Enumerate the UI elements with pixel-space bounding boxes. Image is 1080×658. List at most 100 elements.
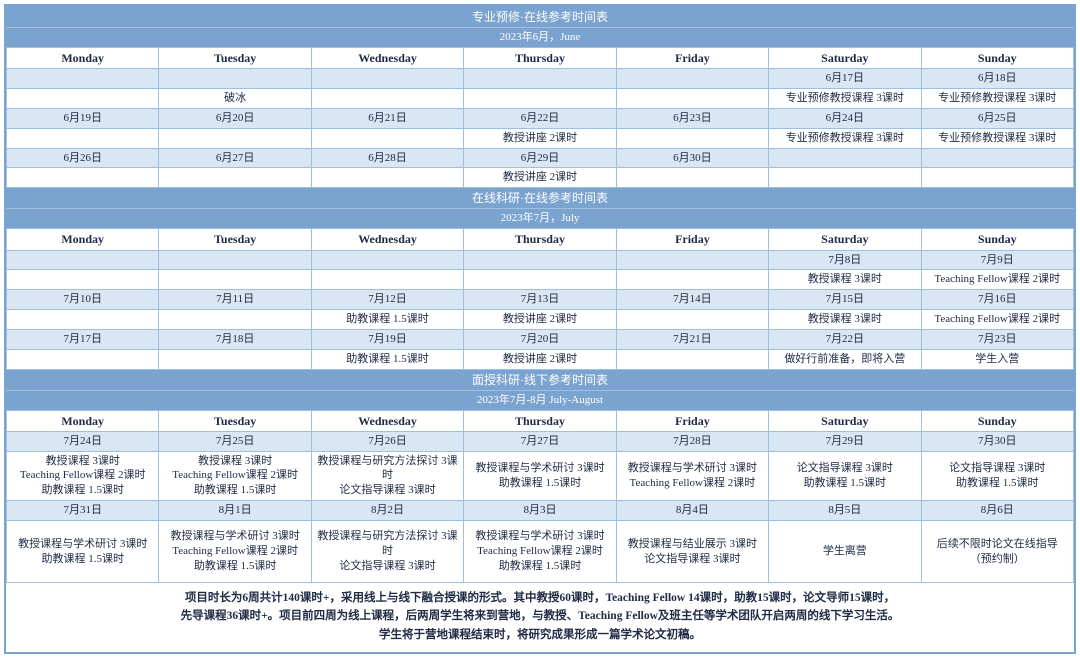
date-cell: 8月5日 xyxy=(769,501,921,521)
content-row: 教授课程 3课时Teaching Fellow课程 2课时 xyxy=(7,270,1074,290)
content-cell: 做好行前准备，即将入营 xyxy=(769,349,921,369)
weekday-header: Tuesday xyxy=(159,48,311,69)
content-cell: 教授讲座 2课时 xyxy=(464,349,616,369)
content-cell xyxy=(311,89,463,109)
weekday-header: Thursday xyxy=(464,48,616,69)
weekday-header: Monday xyxy=(7,229,159,250)
section-subtitle: 2023年7月，July xyxy=(7,209,1074,229)
date-cell: 7月19日 xyxy=(311,329,463,349)
weekday-header: Friday xyxy=(616,229,768,250)
content-cell xyxy=(769,168,921,188)
date-cell: 6月20日 xyxy=(159,108,311,128)
date-row: 7月8日7月9日 xyxy=(7,250,1074,270)
content-cell: 教授课程与研究方法探讨 3课时论文指导课程 3课时 xyxy=(311,521,463,583)
content-cell: 论文指导课程 3课时助教课程 1.5课时 xyxy=(769,451,921,501)
content-cell xyxy=(159,168,311,188)
date-cell: 7月31日 xyxy=(7,501,159,521)
content-cell: 教授课程与结业展示 3课时论文指导课程 3课时 xyxy=(616,521,768,583)
date-cell: 7月25日 xyxy=(159,431,311,451)
date-cell: 8月3日 xyxy=(464,501,616,521)
content-cell: 教授讲座 2课时 xyxy=(464,168,616,188)
date-cell: 8月6日 xyxy=(921,501,1073,521)
date-row: 7月10日7月11日7月12日7月13日7月14日7月15日7月16日 xyxy=(7,290,1074,310)
content-cell: 助教课程 1.5课时 xyxy=(311,349,463,369)
date-cell xyxy=(159,69,311,89)
date-cell xyxy=(769,148,921,168)
date-cell: 6月25日 xyxy=(921,108,1073,128)
content-cell: 教授课程与学术研讨 3课时助教课程 1.5课时 xyxy=(7,521,159,583)
date-cell xyxy=(464,250,616,270)
weekday-header: Saturday xyxy=(769,229,921,250)
section-subtitle: 2023年6月，June xyxy=(7,28,1074,48)
content-cell: Teaching Fellow课程 2课时 xyxy=(921,270,1073,290)
date-row: 7月17日7月18日7月19日7月20日7月21日7月22日7月23日 xyxy=(7,329,1074,349)
content-cell xyxy=(311,168,463,188)
content-cell: 专业预修教授课程 3课时 xyxy=(769,89,921,109)
content-cell xyxy=(7,89,159,109)
weekday-header: Thursday xyxy=(464,410,616,431)
content-cell xyxy=(311,128,463,148)
weekday-header: Friday xyxy=(616,410,768,431)
content-cell xyxy=(7,310,159,330)
date-cell: 7月21日 xyxy=(616,329,768,349)
weekday-header: Wednesday xyxy=(311,48,463,69)
content-row: 教授讲座 2课时专业预修教授课程 3课时专业预修教授课程 3课时 xyxy=(7,128,1074,148)
date-cell: 7月11日 xyxy=(159,290,311,310)
date-cell xyxy=(159,250,311,270)
section-title: 在线科研·在线参考时间表 xyxy=(7,188,1074,209)
weekday-header: Monday xyxy=(7,410,159,431)
date-cell: 7月8日 xyxy=(769,250,921,270)
content-cell xyxy=(464,89,616,109)
date-row: 6月17日6月18日 xyxy=(7,69,1074,89)
date-cell xyxy=(311,250,463,270)
content-cell xyxy=(921,168,1073,188)
weekday-header-row: MondayTuesdayWednesdayThursdayFridaySatu… xyxy=(7,229,1074,250)
content-cell: 教授课程 3课时 xyxy=(769,310,921,330)
content-cell: 教授课程与学术研讨 3课时Teaching Fellow课程 2课时 xyxy=(616,451,768,501)
date-cell: 6月26日 xyxy=(7,148,159,168)
content-cell: 破冰 xyxy=(159,89,311,109)
date-cell: 7月18日 xyxy=(159,329,311,349)
weekday-header: Saturday xyxy=(769,48,921,69)
date-cell xyxy=(616,69,768,89)
content-cell xyxy=(7,270,159,290)
weekday-header: Thursday xyxy=(464,229,616,250)
content-cell xyxy=(616,128,768,148)
content-cell: 学生入营 xyxy=(921,349,1073,369)
date-row: 7月24日7月25日7月26日7月27日7月28日7月29日7月30日 xyxy=(7,431,1074,451)
content-cell xyxy=(159,128,311,148)
weekday-header: Monday xyxy=(7,48,159,69)
date-cell: 6月30日 xyxy=(616,148,768,168)
section-subtitle: 2023年7月-8月 July-August xyxy=(7,390,1074,410)
date-cell: 7月10日 xyxy=(7,290,159,310)
date-cell: 8月2日 xyxy=(311,501,463,521)
content-cell xyxy=(311,270,463,290)
content-cell xyxy=(616,310,768,330)
content-cell xyxy=(7,349,159,369)
weekday-header: Sunday xyxy=(921,48,1073,69)
schedule-table: 专业预修·在线参考时间表2023年6月，JuneMondayTuesdayWed… xyxy=(6,6,1074,583)
section-subtitle-row: 2023年7月，July xyxy=(7,209,1074,229)
weekday-header: Tuesday xyxy=(159,229,311,250)
date-row: 6月26日6月27日6月28日6月29日6月30日 xyxy=(7,148,1074,168)
date-row: 7月31日8月1日8月2日8月3日8月4日8月5日8月6日 xyxy=(7,501,1074,521)
weekday-header: Friday xyxy=(616,48,768,69)
date-cell: 6月23日 xyxy=(616,108,768,128)
content-cell xyxy=(616,168,768,188)
date-cell: 7月22日 xyxy=(769,329,921,349)
weekday-header-row: MondayTuesdayWednesdayThursdayFridaySatu… xyxy=(7,48,1074,69)
date-cell: 7月26日 xyxy=(311,431,463,451)
content-cell: 教授讲座 2课时 xyxy=(464,310,616,330)
content-cell xyxy=(7,168,159,188)
weekday-header: Wednesday xyxy=(311,229,463,250)
date-row: 6月19日6月20日6月21日6月22日6月23日6月24日6月25日 xyxy=(7,108,1074,128)
content-cell: 教授课程 3课时 xyxy=(769,270,921,290)
date-cell: 7月14日 xyxy=(616,290,768,310)
date-cell: 6月18日 xyxy=(921,69,1073,89)
section-title-row: 专业预修·在线参考时间表 xyxy=(7,7,1074,28)
section-subtitle-row: 2023年6月，June xyxy=(7,28,1074,48)
weekday-header-row: MondayTuesdayWednesdayThursdayFridaySatu… xyxy=(7,410,1074,431)
content-cell: 教授课程与学术研讨 3课时助教课程 1.5课时 xyxy=(464,451,616,501)
date-cell: 7月17日 xyxy=(7,329,159,349)
content-cell xyxy=(159,270,311,290)
